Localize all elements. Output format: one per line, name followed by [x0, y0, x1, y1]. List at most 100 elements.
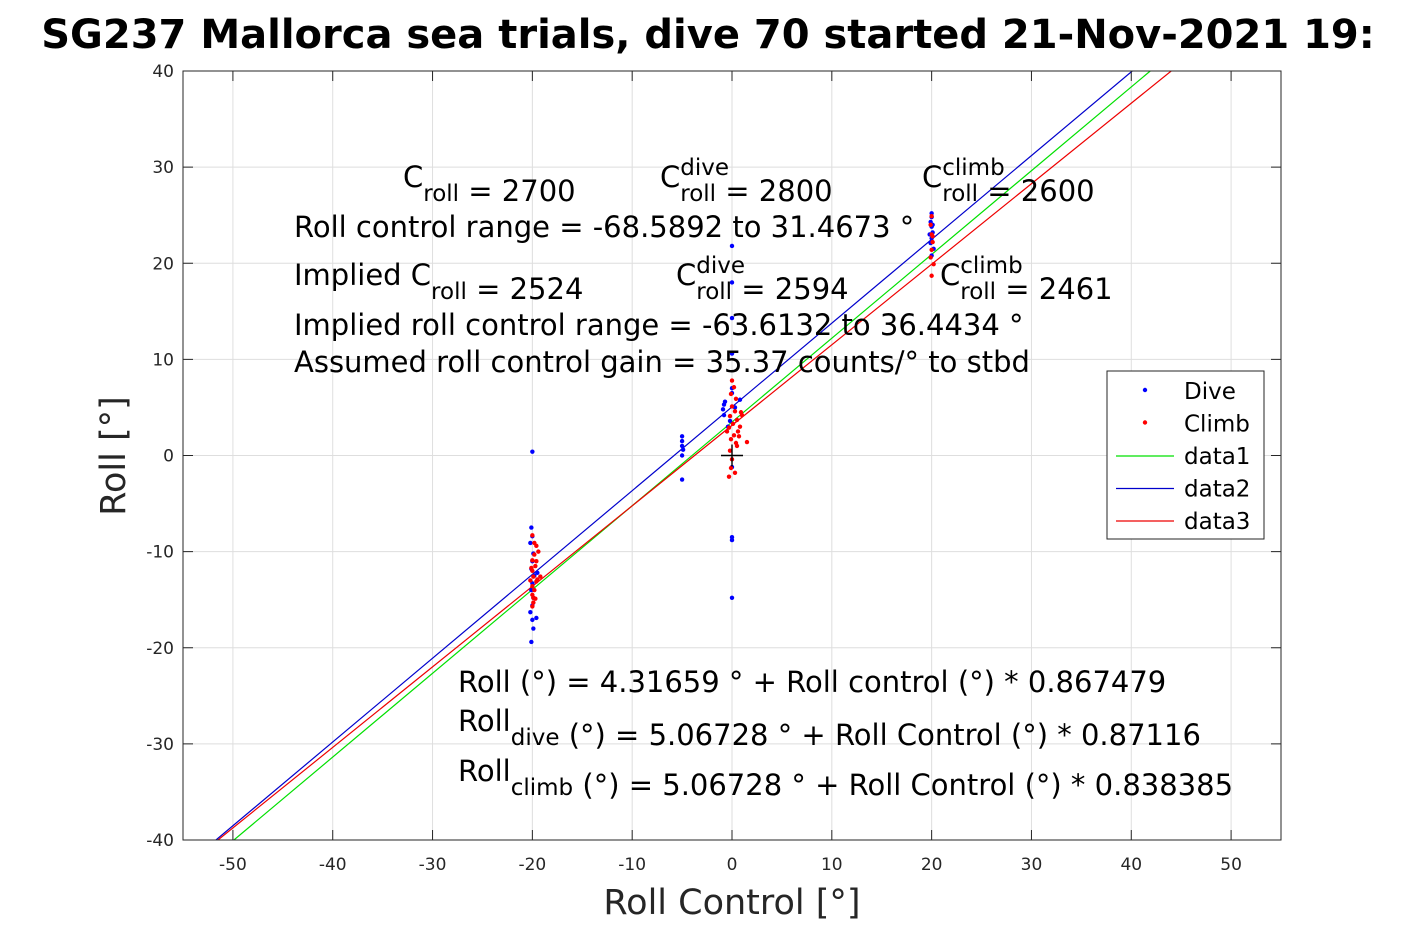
- annotation-implied_c_climb: Cclimb roll = 2461: [940, 253, 1113, 306]
- data-points: [528, 211, 936, 645]
- annotation-text: Roll: [458, 754, 511, 788]
- point-dive: [680, 447, 686, 452]
- legend-box: [1106, 370, 1265, 540]
- point-climb: [744, 439, 750, 445]
- point-dive: [737, 397, 743, 402]
- point-dive: [720, 407, 726, 412]
- annotation-superscript: dive: [696, 253, 745, 279]
- point-climb: [930, 239, 935, 245]
- point-climb: [534, 559, 539, 564]
- point-dive: [729, 595, 735, 600]
- annotation-superscript: climb: [942, 155, 1004, 181]
- y-tick-label: -30: [146, 735, 174, 755]
- point-dive: [679, 438, 685, 444]
- annotation-text: Implied C: [294, 258, 431, 292]
- annotation-text: C: [403, 160, 423, 194]
- legend-label: data1: [1184, 444, 1250, 470]
- point-climb: [728, 465, 734, 471]
- chart-title: SG237 Mallorca sea trials, dive 70 start…: [41, 12, 1375, 58]
- annotation-gain: Assumed roll control gain = 35.37 counts…: [294, 345, 1030, 379]
- x-tick-label: -50: [219, 855, 247, 875]
- point-climb: [728, 391, 734, 397]
- point-climb: [530, 558, 535, 563]
- annotation-text: (°) = 5.06728 ° + Roll Control (°) * 0.8…: [573, 768, 1233, 802]
- annotation-subscript: roll: [431, 279, 467, 305]
- annotation-subscript: dive: [511, 725, 560, 751]
- x-tick-label: 20: [921, 855, 943, 875]
- point-dive: [721, 412, 727, 418]
- annotation-subscript: climb: [511, 775, 573, 801]
- annotation-subscript: roll: [680, 181, 716, 207]
- point-climb: [538, 574, 543, 579]
- annotation-superscript: dive: [680, 155, 729, 181]
- point-climb: [732, 470, 738, 476]
- x-tick-label: 30: [1021, 855, 1043, 875]
- annotation-subscript: roll: [942, 181, 978, 207]
- axis-ticks: -50 -40 -30 -20 -10 0 10 20 30 40 50 -40 -30 -20 -10 0 1…: [146, 62, 1281, 875]
- series-line-data1: [233, 71, 1151, 840]
- point-dive: [729, 315, 735, 321]
- point-climb: [729, 404, 735, 409]
- y-tick-label: 10: [152, 350, 174, 370]
- x-tick-label: 10: [821, 855, 843, 875]
- annotation-superscript: climb: [960, 253, 1022, 279]
- annotation-text: C: [660, 160, 680, 194]
- series-line-data2: [215, 71, 1133, 840]
- legend-label: data2: [1184, 477, 1250, 503]
- point-climb: [738, 410, 744, 415]
- point-climb: [929, 247, 934, 252]
- point-climb: [726, 425, 732, 430]
- annotation-fit_dive: Rolldive (°) = 5.06728 ° + Roll Control …: [458, 704, 1201, 752]
- annotation-c_roll_climb: Cclimb roll = 2600: [922, 155, 1095, 208]
- point-climb: [530, 584, 535, 589]
- annotation-text: = 2600: [978, 174, 1095, 208]
- x-tick-label: 50: [1220, 855, 1242, 875]
- annotation-text: Assumed roll control gain = 35.37 counts…: [294, 345, 1030, 379]
- point-dive: [531, 626, 536, 631]
- annotation-subscript: roll: [960, 279, 996, 305]
- point-dive: [529, 525, 534, 530]
- point-climb: [734, 443, 740, 449]
- point-climb: [726, 474, 732, 479]
- annotation-text: Roll (°) = 4.31659 ° + Roll control (°) …: [458, 665, 1166, 699]
- annotations: Croll = 2700 Cdive roll = 2800 Cclimb roll =…: [294, 155, 1233, 802]
- point-climb: [730, 421, 736, 426]
- legend-label: data3: [1184, 509, 1250, 535]
- point-climb: [532, 552, 537, 557]
- annotation-text: = 2524: [467, 272, 584, 306]
- annotation-text: Roll control range = -68.5892 to 31.4673…: [294, 210, 914, 244]
- point-dive: [679, 434, 685, 439]
- point-climb: [731, 433, 737, 438]
- x-tick-label: 0: [727, 855, 738, 875]
- legend-label: Climb: [1184, 412, 1250, 438]
- annotation-text: Implied roll control range = -63.6132 to…: [294, 308, 1024, 342]
- point-climb: [533, 563, 538, 569]
- annotation-text: C: [676, 258, 696, 292]
- annotation-text: Roll: [458, 704, 511, 738]
- annotation-c_roll: Croll = 2700: [403, 160, 576, 208]
- point-climb: [531, 574, 536, 579]
- annotation-text: = 2594: [732, 272, 849, 306]
- legend-marker-dive: [1142, 387, 1148, 393]
- annotation-text: C: [940, 258, 960, 292]
- x-tick-label: -10: [618, 855, 646, 875]
- point-climb: [930, 234, 935, 239]
- point-climb: [727, 448, 733, 453]
- point-dive: [679, 453, 685, 458]
- annotation-implied_c_roll: Implied Croll = 2524: [294, 258, 583, 306]
- x-tick-label: -20: [518, 855, 546, 875]
- point-climb: [731, 385, 737, 390]
- annotation-range: Roll control range = -68.5892 to 31.4673…: [294, 210, 914, 244]
- point-dive: [679, 443, 685, 449]
- y-tick-label: 30: [152, 158, 174, 178]
- series-line-data3: [217, 71, 1172, 840]
- annotation-fit_all: Roll (°) = 4.31659 ° + Roll control (°) …: [458, 665, 1166, 699]
- point-dive: [528, 609, 533, 615]
- point-climb: [728, 436, 734, 442]
- point-dive: [679, 477, 685, 482]
- x-axis-label: Roll Control [°]: [603, 883, 860, 923]
- point-climb: [736, 434, 742, 439]
- point-climb: [929, 273, 934, 278]
- x-tick-label: 40: [1120, 855, 1142, 875]
